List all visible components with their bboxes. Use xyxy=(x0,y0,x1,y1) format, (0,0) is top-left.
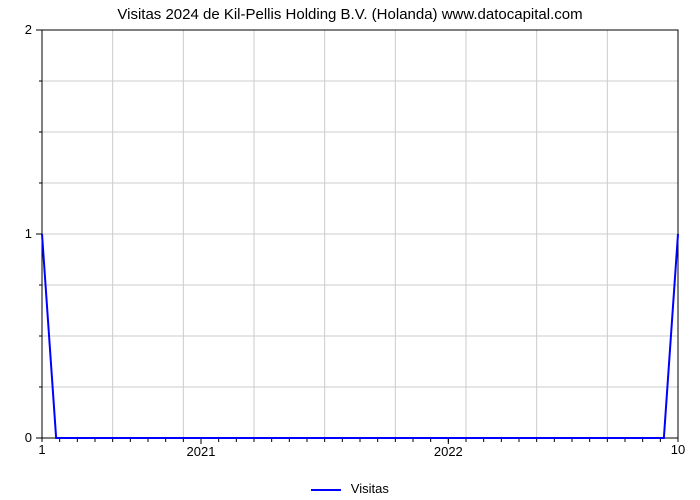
svg-text:1: 1 xyxy=(38,442,45,457)
legend: Visitas xyxy=(0,481,700,496)
svg-text:1: 1 xyxy=(25,226,32,241)
chart-plot: 01211020212022 xyxy=(2,20,698,488)
svg-text:2: 2 xyxy=(25,22,32,37)
legend-label: Visitas xyxy=(351,481,389,496)
legend-swatch xyxy=(311,489,341,491)
svg-text:2022: 2022 xyxy=(434,444,463,459)
svg-text:2021: 2021 xyxy=(187,444,216,459)
svg-text:0: 0 xyxy=(25,430,32,445)
svg-text:10: 10 xyxy=(671,442,685,457)
